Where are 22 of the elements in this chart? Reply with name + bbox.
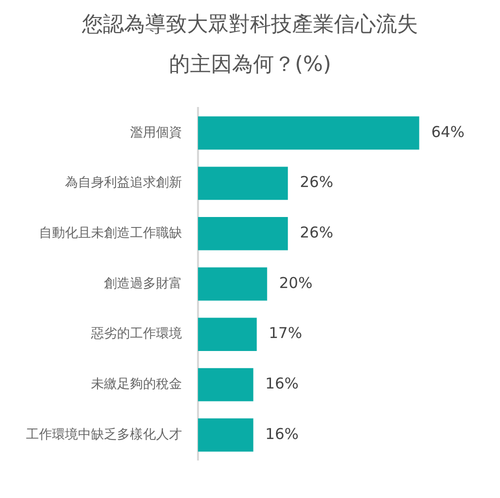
data-label: 26% <box>300 224 334 242</box>
bar <box>198 418 254 452</box>
data-label: 20% <box>279 274 312 292</box>
bar <box>198 166 288 200</box>
y-tick-label: 惡劣的工作環境 <box>90 326 182 342</box>
data-label: 16% <box>265 424 299 443</box>
data-label: 64% <box>431 122 465 141</box>
y-tick-label: 濫用個資 <box>130 125 182 140</box>
bar <box>198 217 288 250</box>
y-tick-label: 自動化且未創造工作職缺 <box>39 226 182 242</box>
data-label: 26% <box>300 173 334 192</box>
bar <box>198 368 254 402</box>
bar <box>198 318 257 351</box>
bar <box>198 116 420 150</box>
y-tick-label: 創造過多財富 <box>104 275 182 292</box>
data-label: 16% <box>265 374 299 393</box>
bar <box>198 267 268 301</box>
y-tick-label: 為自身利益追求創新 <box>65 176 182 191</box>
chart-title: 您認為導致大眾對科技產業信心流失的主因為何？(%) <box>81 11 419 78</box>
y-tick-label: 工作環境中缺乏多樣化人才 <box>26 426 182 442</box>
y-tick-label: 未繳足夠的稅金 <box>91 377 182 392</box>
data-label: 17% <box>268 324 302 342</box>
